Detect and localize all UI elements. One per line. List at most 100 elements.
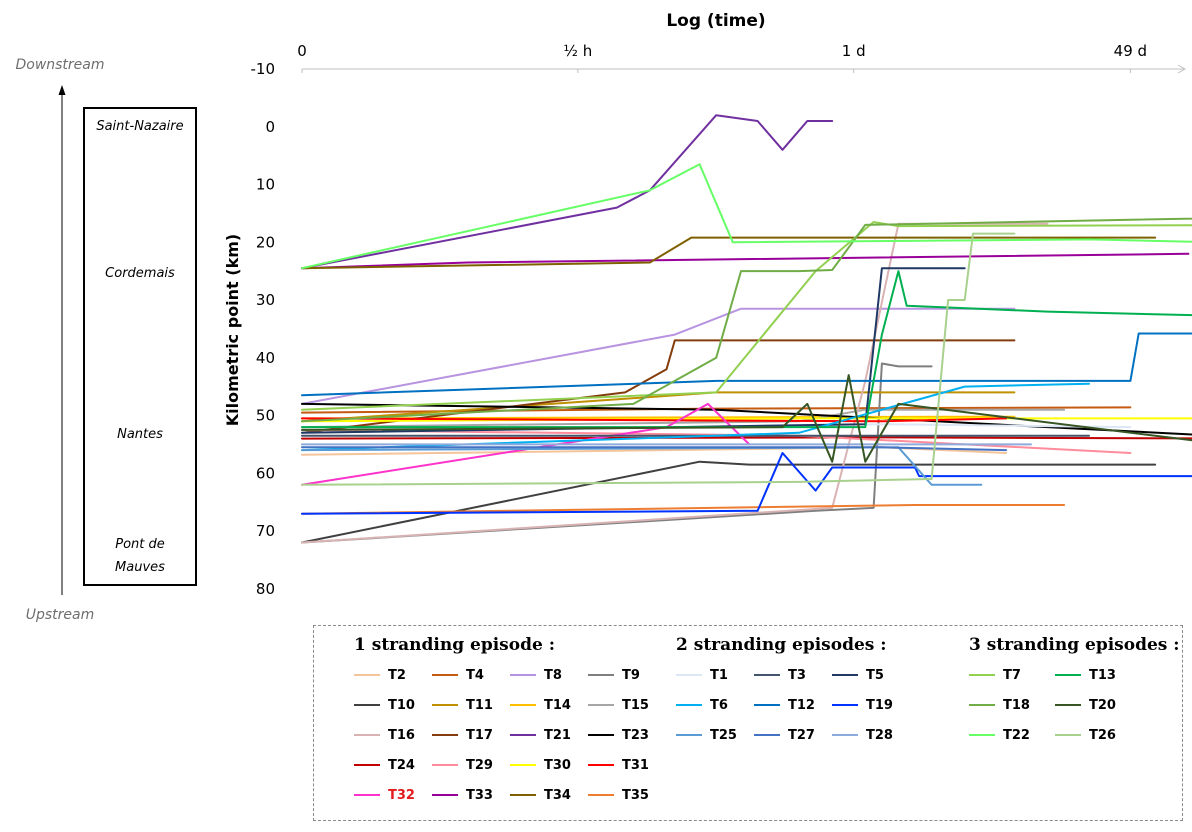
- legend-item: T9: [588, 664, 660, 686]
- legend-group-title: 1 stranding episode :: [354, 635, 555, 655]
- legend-swatch: [354, 764, 380, 766]
- legend-swatch: [432, 794, 458, 796]
- series-line-t25: [301, 446, 983, 486]
- legend-swatch: [969, 734, 995, 736]
- legend-swatch: [588, 704, 614, 706]
- legend-item: T18: [969, 694, 1049, 716]
- legend-group-title: 3 stranding episodes :: [969, 635, 1180, 655]
- series-line-t26: [301, 232, 1016, 486]
- legend-item: T6: [676, 694, 748, 716]
- series-line-t10: [301, 460, 1157, 544]
- legend-swatch: [754, 674, 780, 676]
- legend-group-title: 2 stranding episodes :: [676, 635, 887, 655]
- legend-swatch: [510, 764, 536, 766]
- places-box: [83, 107, 197, 586]
- legend-label: T32: [388, 787, 415, 803]
- legend-item: T14: [510, 694, 582, 716]
- series-line-t22: [301, 163, 1192, 270]
- y-axis-title: Kilometric point (km): [223, 234, 242, 426]
- legend-label: T28: [866, 727, 893, 743]
- legend-swatch: [510, 794, 536, 796]
- chart-svg: Log (time) 0 ½ h 1 d 49 d -10 0 10 20 30 40 50 60 70 8…: [15, 11, 1192, 623]
- legend-item: T29: [432, 754, 504, 776]
- legend-item: T11: [432, 694, 504, 716]
- legend-item: T15: [588, 694, 660, 716]
- legend-label: T20: [1089, 697, 1116, 713]
- legend-label: T14: [544, 697, 571, 713]
- legend: 1 stranding episode : T2 T4 T8 T9 T10 T11 T14 T1…: [313, 625, 1183, 821]
- series-line-t18: [301, 217, 1192, 423]
- legend-swatch: [969, 674, 995, 676]
- series-line-t31: [301, 417, 1008, 423]
- legend-item: T19: [832, 694, 904, 716]
- legend-label: T35: [622, 787, 649, 803]
- legend-group: 2 stranding episodes : T1 T3 T5 T6 T12 T19 T25 T…: [676, 632, 904, 746]
- legend-label: T7: [1003, 667, 1021, 683]
- y-tick-label: 60: [256, 464, 275, 482]
- place-label: Pont de: [115, 537, 165, 552]
- legend-swatch: [588, 764, 614, 766]
- legend-item: T5: [832, 664, 904, 686]
- y-tick-label: 10: [256, 176, 275, 194]
- series-line-t24: [301, 436, 1192, 440]
- legend-swatch: [676, 704, 702, 706]
- legend-swatch: [354, 674, 380, 676]
- chart-title: Log (time): [666, 11, 765, 31]
- y-tick-label: -10: [251, 60, 276, 78]
- legend-item: T13: [1055, 664, 1135, 686]
- series-line-t30: [301, 417, 1192, 423]
- series-line-t17: [301, 339, 1016, 434]
- legend-label: T12: [788, 697, 815, 713]
- legend-swatch: [832, 734, 858, 736]
- legend-item: T28: [832, 724, 904, 746]
- legend-swatch: [354, 794, 380, 796]
- legend-label: T27: [788, 727, 815, 743]
- legend-item: T31: [588, 754, 660, 776]
- series-line-t20: [301, 374, 1192, 463]
- legend-group: 3 stranding episodes : T7 T13 T18 T20 T22 T26: [969, 632, 1180, 746]
- legend-swatch: [832, 704, 858, 706]
- legend-label: T16: [388, 727, 415, 743]
- legend-swatch: [588, 794, 614, 796]
- legend-label: T8: [544, 667, 562, 683]
- legend-item: T10: [354, 694, 426, 716]
- y-tick-label: 30: [256, 291, 275, 309]
- legend-item: T8: [510, 664, 582, 686]
- legend-item: T22: [969, 724, 1049, 746]
- legend-item: T34: [510, 784, 582, 806]
- side-label-bottom: Upstream: [26, 607, 95, 623]
- y-tick-label: 80: [256, 580, 275, 598]
- y-tick-label: 50: [256, 407, 275, 425]
- legend-swatch: [510, 674, 536, 676]
- legend-swatch: [588, 734, 614, 736]
- legend-swatch: [676, 674, 702, 676]
- legend-item: T1: [676, 664, 748, 686]
- upstream-downstream-arrow-head: [58, 85, 66, 95]
- legend-swatch: [510, 704, 536, 706]
- legend-swatch: [969, 704, 995, 706]
- series-line-t32: [301, 402, 751, 486]
- legend-swatch: [588, 674, 614, 676]
- legend-label: T34: [544, 787, 571, 803]
- legend-swatch: [1055, 734, 1081, 736]
- legend-label: T4: [466, 667, 484, 683]
- legend-item: T16: [354, 724, 426, 746]
- legend-swatch: [754, 734, 780, 736]
- legend-swatch: [1055, 674, 1081, 676]
- legend-label: T2: [388, 667, 406, 683]
- legend-item: T12: [754, 694, 826, 716]
- legend-swatch: [432, 704, 458, 706]
- side-label-top: Downstream: [15, 57, 104, 73]
- y-tick-label: 40: [256, 349, 275, 367]
- legend-item: T3: [754, 664, 826, 686]
- legend-label: T11: [466, 697, 493, 713]
- x-tick-label: ½ h: [563, 42, 592, 60]
- legend-item: T30: [510, 754, 582, 776]
- legend-swatch: [754, 704, 780, 706]
- y-tick-label: 0: [265, 118, 275, 136]
- legend-swatch: [432, 674, 458, 676]
- series-line-t19: [301, 452, 1192, 515]
- legend-label: T15: [622, 697, 649, 713]
- legend-label: T30: [544, 757, 571, 773]
- legend-item: T27: [754, 724, 826, 746]
